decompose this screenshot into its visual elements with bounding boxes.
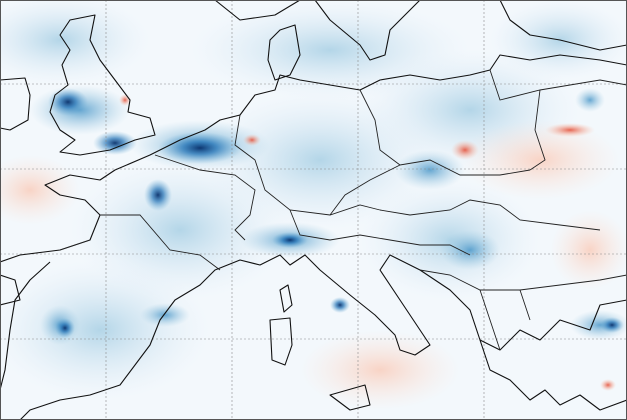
field-deep	[48, 88, 624, 338]
denmark	[267, 24, 301, 81]
great-britain	[49, 14, 156, 156]
sardinia	[269, 317, 293, 366]
iberia	[0, 261, 51, 391]
corsica	[279, 284, 293, 313]
field-pink	[0, 120, 627, 410]
sicily	[329, 384, 371, 411]
border	[329, 164, 401, 216]
border	[379, 199, 601, 231]
border	[489, 69, 627, 171]
border	[154, 154, 256, 241]
border	[59, 214, 221, 271]
border	[479, 289, 531, 351]
field-red	[119, 94, 616, 391]
scandinavia	[214, 0, 627, 61]
borders	[59, 69, 627, 351]
field-light	[0, 0, 627, 400]
border	[289, 209, 471, 256]
greece	[479, 339, 627, 411]
baltic-east	[489, 54, 627, 71]
border	[359, 89, 531, 176]
border	[234, 114, 381, 216]
ireland	[0, 77, 31, 131]
